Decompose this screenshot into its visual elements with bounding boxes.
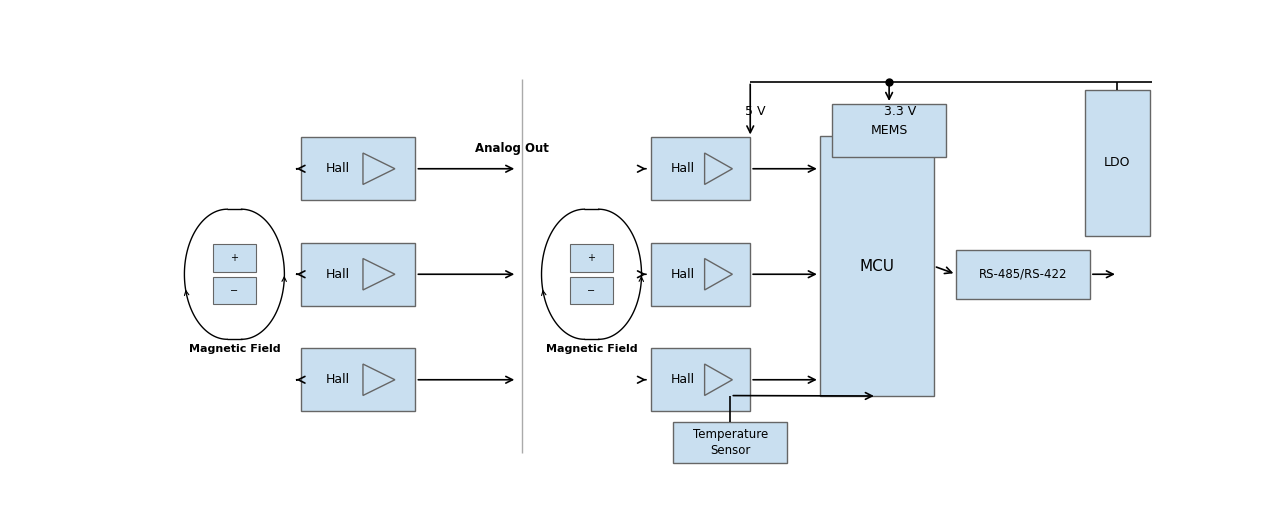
Polygon shape [704, 153, 732, 184]
Text: Hall: Hall [671, 373, 695, 386]
Text: Hall: Hall [326, 373, 349, 386]
Text: 3.3 V: 3.3 V [884, 105, 916, 119]
Polygon shape [364, 153, 396, 184]
Polygon shape [364, 364, 396, 395]
Text: Hall: Hall [326, 268, 349, 281]
FancyBboxPatch shape [673, 422, 787, 463]
Text: MCU: MCU [859, 259, 895, 274]
Text: +: + [230, 253, 238, 263]
FancyBboxPatch shape [956, 250, 1091, 299]
FancyBboxPatch shape [570, 245, 613, 271]
FancyBboxPatch shape [652, 243, 750, 306]
FancyBboxPatch shape [652, 348, 750, 411]
Text: −: − [588, 286, 595, 296]
FancyBboxPatch shape [301, 348, 416, 411]
Text: Magnetic Field: Magnetic Field [545, 344, 637, 354]
FancyBboxPatch shape [832, 104, 946, 157]
Text: −: − [230, 286, 238, 296]
Text: Analog Out: Analog Out [475, 142, 549, 155]
Text: 5 V: 5 V [745, 105, 765, 119]
FancyBboxPatch shape [301, 243, 416, 306]
Polygon shape [704, 364, 732, 395]
FancyBboxPatch shape [652, 138, 750, 200]
FancyBboxPatch shape [570, 277, 613, 304]
FancyBboxPatch shape [212, 245, 256, 271]
Text: MEMS: MEMS [870, 124, 908, 136]
Text: Magnetic Field: Magnetic Field [188, 344, 280, 354]
FancyBboxPatch shape [1085, 90, 1149, 236]
Text: Temperature
Sensor: Temperature Sensor [692, 428, 768, 457]
Text: LDO: LDO [1105, 156, 1130, 169]
Text: Hall: Hall [326, 162, 349, 175]
Text: Hall: Hall [671, 268, 695, 281]
Polygon shape [364, 259, 396, 290]
FancyBboxPatch shape [819, 136, 934, 396]
Polygon shape [704, 259, 732, 290]
FancyBboxPatch shape [212, 277, 256, 304]
FancyBboxPatch shape [301, 138, 416, 200]
Text: Hall: Hall [671, 162, 695, 175]
Text: RS-485/RS-422: RS-485/RS-422 [979, 268, 1068, 281]
Text: +: + [588, 253, 595, 263]
